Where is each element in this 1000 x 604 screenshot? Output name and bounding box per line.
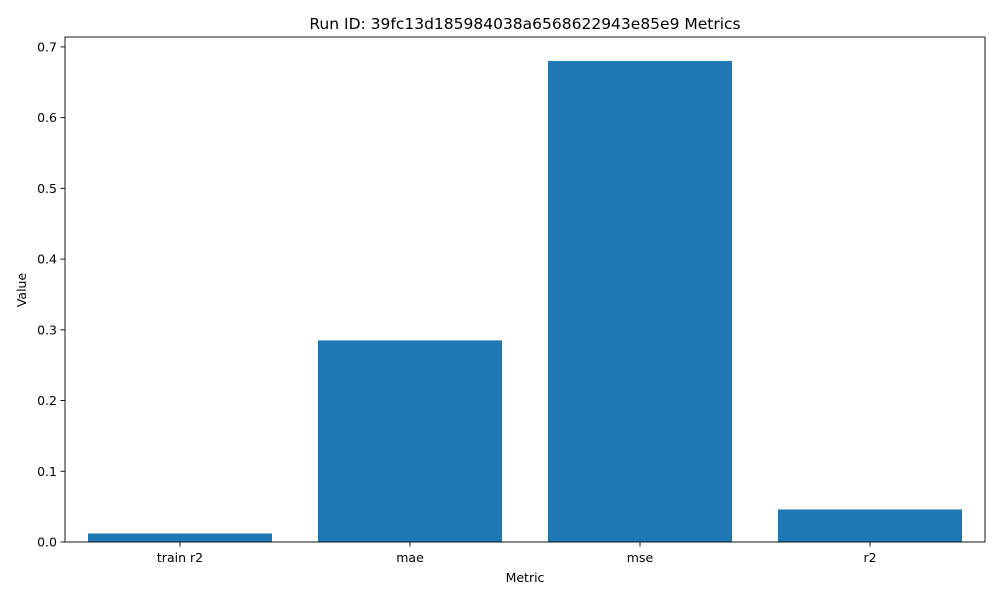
y-tick-label: 0.3 xyxy=(37,322,57,337)
bar-mae xyxy=(318,340,502,542)
y-tick-label: 0.7 xyxy=(37,39,57,54)
chart-title: Run ID: 39fc13d185984038a6568622943e85e9… xyxy=(309,15,740,33)
y-tick-label: 0.2 xyxy=(37,393,57,408)
y-tick-label: 0.6 xyxy=(37,110,57,125)
x-tick-label: r2 xyxy=(863,550,876,565)
bar-train-r2 xyxy=(88,533,272,542)
x-tick-label: mse xyxy=(627,550,654,565)
bars-layer xyxy=(88,61,962,543)
bar-r2 xyxy=(778,509,962,542)
y-tick-label: 0.1 xyxy=(37,464,57,479)
y-axis-label: Value xyxy=(14,273,29,308)
y-tick-label: 0.0 xyxy=(37,535,57,550)
y-tick-label: 0.5 xyxy=(37,181,57,196)
x-tick-label: mae xyxy=(396,550,424,565)
x-tick-label: train r2 xyxy=(157,550,203,565)
axes-layer: train r2 mae mse r2 0.0 0.1 0.2 0.3 0.4 0.5 0.6 0.7 xyxy=(37,36,986,565)
bar-mse xyxy=(548,61,732,543)
x-axis-label: Metric xyxy=(506,570,545,585)
plot-frame xyxy=(64,36,986,543)
y-tick-label: 0.4 xyxy=(37,252,57,267)
